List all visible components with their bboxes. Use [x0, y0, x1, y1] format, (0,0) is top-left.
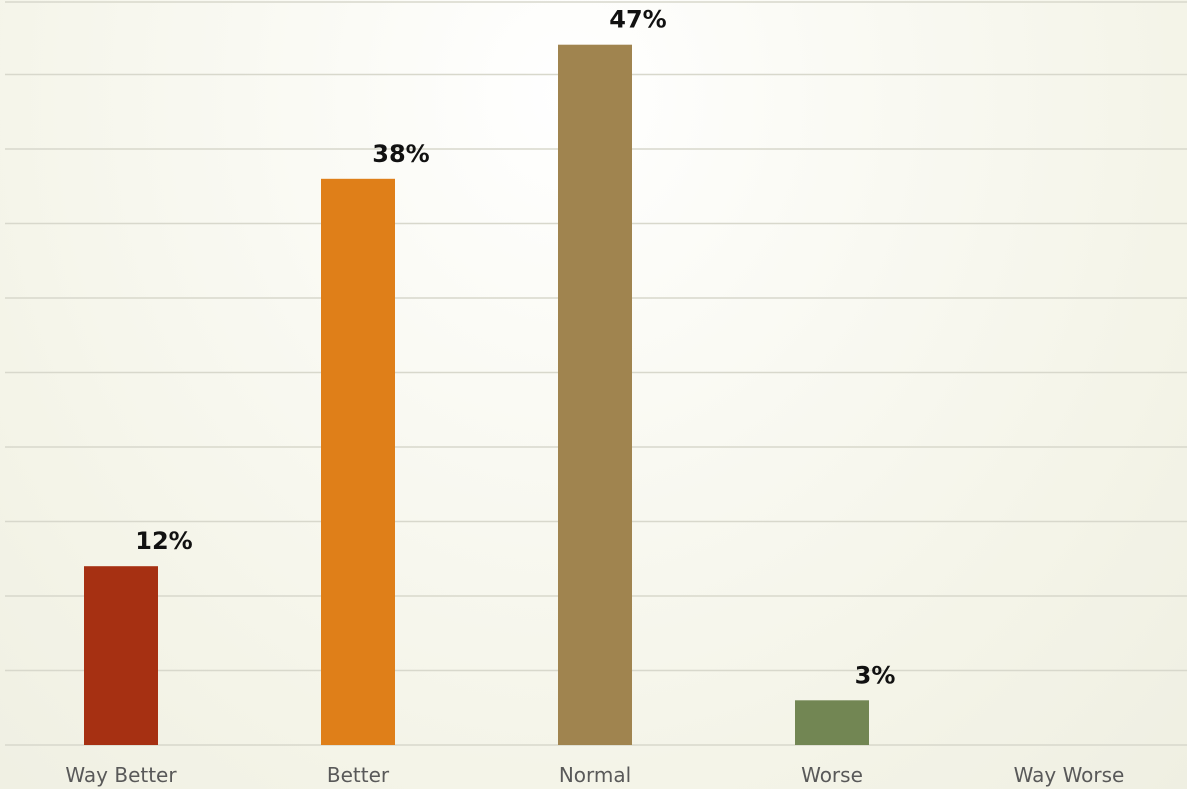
- data-label-normal: 47%: [609, 6, 666, 34]
- x-tick-label-way-worse: Way Worse: [1014, 763, 1125, 787]
- data-label-better: 38%: [372, 140, 429, 168]
- bar-better: [321, 178, 395, 746]
- bar-worse: [795, 700, 869, 745]
- x-axis-tick-labels: Way Better Better Normal Worse Way Worse: [65, 763, 1124, 787]
- x-tick-label-normal: Normal: [559, 763, 631, 787]
- x-tick-label-better: Better: [327, 763, 390, 787]
- bar-way-better: [84, 566, 158, 745]
- data-label-way-better: 12%: [135, 527, 192, 555]
- bars: [84, 44, 869, 746]
- x-tick-label-worse: Worse: [801, 763, 863, 787]
- data-labels: 12% 38% 47% 3%: [135, 6, 895, 690]
- data-label-worse: 3%: [855, 661, 896, 689]
- x-tick-label-way-better: Way Better: [65, 763, 177, 787]
- bar-normal: [558, 44, 632, 745]
